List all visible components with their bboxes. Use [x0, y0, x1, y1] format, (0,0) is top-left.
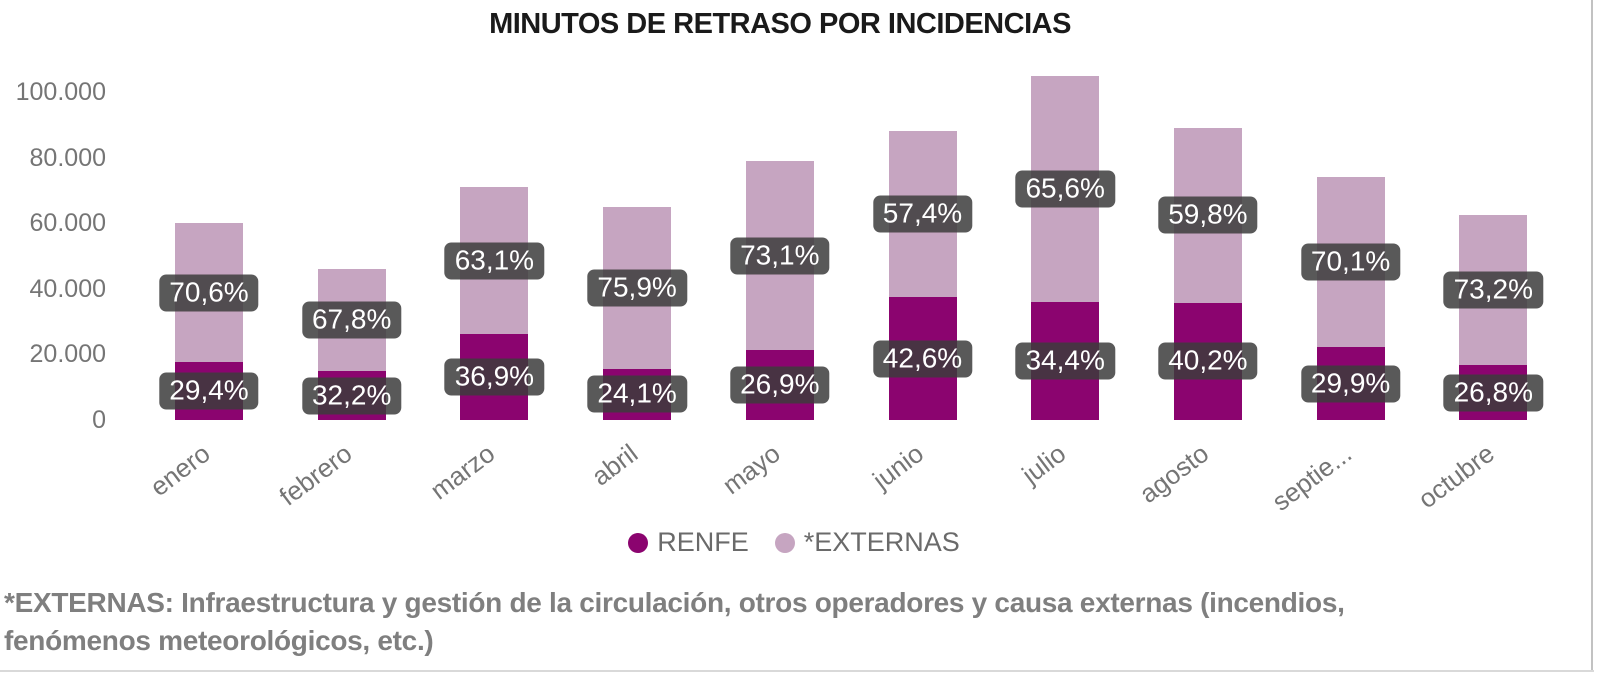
x-axis-label: marzo: [424, 438, 501, 506]
legend: RENFE *EXTERNAS: [0, 527, 1588, 558]
externas-percent-label: 73,1%: [730, 237, 830, 275]
y-axis-tick-label: 40.000: [29, 274, 106, 303]
y-axis-tick-label: 100.000: [15, 78, 106, 106]
externas-percent-label: 63,1%: [444, 242, 545, 280]
bottom-edge-line: [0, 670, 1594, 672]
y-axis-tick-label: 0: [92, 406, 106, 434]
x-axis-label: junio: [866, 438, 929, 496]
renfe-percent-label: 40,2%: [1158, 342, 1258, 380]
y-axis-tick-label: 60.000: [29, 209, 106, 238]
x-axis-label: julio: [1016, 438, 1072, 490]
externas-percent-label: 73,2%: [1443, 271, 1543, 309]
renfe-percent-label: 42,6%: [872, 340, 973, 378]
legend-item-externas: *EXTERNAS: [774, 527, 960, 558]
externas-percent-label: 65,6%: [1015, 170, 1115, 208]
renfe-percent-label: 26,9%: [730, 366, 830, 404]
x-axis-label: agosto: [1133, 438, 1214, 509]
footnote-line-1: *EXTERNAS: Infraestructura y gestión de …: [4, 587, 1345, 618]
chart-title: MINUTOS DE RETRASO POR INCIDENCIAS: [489, 8, 1071, 40]
x-axis-label: octubre: [1412, 438, 1500, 515]
right-edge-line: [1591, 0, 1593, 672]
footnote: *EXTERNAS: Infraestructura y gestión de …: [4, 584, 1556, 660]
renfe-percent-label: 36,9%: [444, 358, 545, 396]
externas-percent-label: 59,8%: [1158, 196, 1258, 234]
renfe-percent-label: 34,4%: [1015, 342, 1115, 380]
legend-label-externas: *EXTERNAS: [803, 527, 960, 557]
externas-percent-label: 67,8%: [301, 301, 402, 339]
x-axis-label: septie...: [1265, 438, 1357, 517]
renfe-percent-label: 32,2%: [301, 377, 402, 415]
x-axis-label: mayo: [717, 438, 786, 501]
legend-item-renfe: RENFE: [628, 527, 749, 558]
externas-legend-dot-icon: [774, 532, 795, 553]
externas-percent-label: 70,6%: [159, 274, 259, 312]
renfe-legend-dot-icon: [628, 532, 649, 553]
renfe-percent-label: 26,8%: [1443, 374, 1543, 412]
renfe-percent-label: 29,4%: [159, 372, 259, 410]
x-axis-label: enero: [143, 438, 216, 502]
y-axis-tick-label: 20.000: [29, 340, 106, 369]
externas-percent-label: 75,9%: [587, 269, 687, 307]
legend-label-renfe: RENFE: [657, 527, 749, 557]
externas-percent-label: 57,4%: [872, 195, 973, 233]
x-axis-label: abril: [585, 438, 644, 492]
externas-percent-label: 70,1%: [1300, 243, 1401, 281]
footnote-line-2: fenómenos meteorológicos, etc.): [4, 625, 434, 656]
y-axis-tick-label: 80.000: [29, 143, 106, 172]
renfe-percent-label: 24,1%: [587, 375, 687, 413]
renfe-percent-label: 29,9%: [1300, 365, 1401, 403]
x-axis-label: febrero: [273, 438, 358, 512]
